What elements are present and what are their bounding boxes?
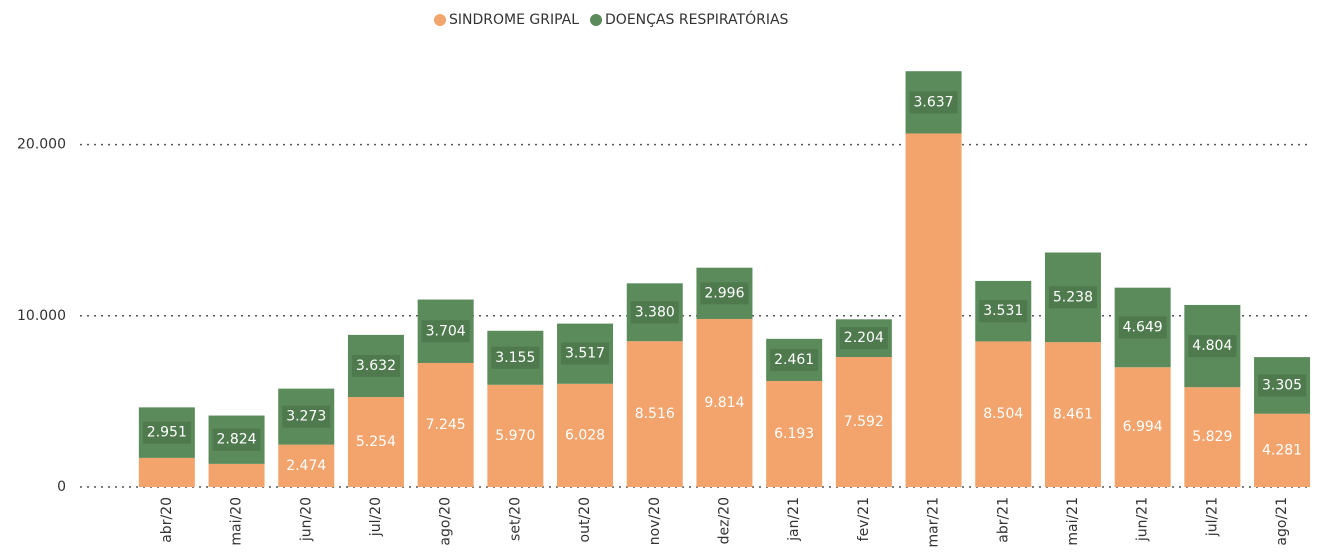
x-tick-label: jul/20 (368, 497, 384, 537)
label-box (561, 342, 610, 365)
label-box (421, 320, 470, 343)
bar-segment (1044, 342, 1101, 487)
label-box (839, 327, 888, 350)
legend-label: DOENÇAS RESPIRATÓRIAS (605, 10, 788, 28)
label-box (212, 428, 261, 451)
bar-segment (766, 380, 823, 487)
value-label: 3.517 (565, 346, 605, 362)
bar-segment (138, 457, 195, 487)
x-tick-label: ago/21 (1274, 497, 1290, 546)
label-box (1188, 335, 1237, 358)
value-label: 3.305 (1262, 377, 1302, 393)
x-tick-label: mai/21 (1065, 497, 1081, 546)
legend-swatch (434, 14, 446, 26)
bar-segment (347, 397, 404, 487)
bar-segment (417, 362, 474, 487)
bar-segment (1114, 367, 1171, 487)
value-label: 6.994 (1123, 419, 1163, 435)
x-tick-label: jul/21 (1204, 497, 1220, 537)
value-label: 8.461 (1053, 407, 1093, 423)
y-tick-label: 20.000 (17, 137, 66, 153)
label-box (630, 301, 679, 324)
value-label: 3.704 (426, 323, 466, 339)
value-label: 5.970 (495, 428, 535, 444)
x-tick-label: mai/20 (229, 497, 245, 546)
x-tick-label: jun/20 (298, 497, 314, 542)
legend-label: SINDROME GRIPAL (449, 12, 579, 28)
label-box (142, 421, 191, 444)
label-box (491, 346, 540, 369)
bar-segment (278, 444, 335, 487)
bar-segment (487, 384, 544, 487)
value-label: 2.951 (147, 425, 187, 441)
x-tick-label: mar/21 (926, 497, 942, 548)
bar-segment (835, 357, 892, 487)
bar-segment (905, 133, 962, 488)
value-label: 4.649 (1123, 319, 1163, 335)
value-label: 8.516 (635, 406, 675, 422)
value-label: 3.637 (914, 94, 954, 110)
x-tick-label: nov/20 (647, 497, 663, 545)
x-tick-label: jan/21 (786, 497, 802, 542)
label-box (1258, 374, 1307, 397)
label-box (770, 348, 819, 371)
value-label: 3.155 (495, 350, 535, 366)
bar-segment (208, 463, 265, 487)
bar-segment (1254, 413, 1311, 487)
value-label: 3.380 (635, 304, 675, 320)
value-label: 5.254 (356, 434, 396, 450)
x-tick-label: abr/21 (995, 497, 1011, 543)
label-box (979, 300, 1028, 323)
x-tick-label: abr/20 (159, 497, 175, 543)
value-label: 7.245 (426, 417, 466, 433)
x-tick-label: set/20 (507, 497, 523, 541)
label-box (1118, 316, 1167, 339)
value-label: 3.273 (286, 409, 326, 425)
value-label: 2.461 (774, 352, 814, 368)
value-label: 2.824 (217, 432, 257, 448)
label-box (700, 282, 749, 305)
x-tick-label: dez/20 (716, 497, 732, 544)
bar-segment (975, 341, 1032, 487)
value-label: 7.592 (844, 414, 884, 430)
bar-segment (1184, 387, 1241, 487)
label-box (909, 91, 958, 114)
x-tick-label: fev/21 (856, 497, 872, 541)
value-label: 2.996 (704, 285, 744, 301)
y-tick-label: 0 (57, 479, 66, 495)
x-tick-label: ago/20 (438, 497, 454, 546)
bar-segment (557, 383, 614, 487)
value-label: 4.804 (1192, 338, 1232, 354)
x-tick-label: out/20 (577, 497, 593, 542)
y-tick-label: 10.000 (17, 308, 66, 324)
value-label: 6.193 (774, 426, 814, 442)
value-label: 5.238 (1053, 289, 1093, 305)
bar-segment (626, 341, 683, 487)
legend-swatch (590, 14, 603, 26)
value-label: 2.204 (844, 330, 884, 346)
value-label: 4.281 (1262, 442, 1302, 458)
value-label: 5.829 (1192, 429, 1232, 445)
label-box (282, 405, 331, 428)
value-label: 8.504 (983, 406, 1023, 422)
value-label: 6.028 (565, 427, 605, 443)
value-label: 3.531 (983, 303, 1023, 319)
bar-segment (696, 318, 753, 487)
value-label: 3.632 (356, 358, 396, 374)
label-box (1048, 286, 1097, 309)
value-label: 2.474 (286, 458, 326, 474)
x-tick-label: jun/21 (1135, 497, 1151, 542)
value-label: 9.814 (704, 395, 744, 411)
label-box (351, 354, 400, 377)
